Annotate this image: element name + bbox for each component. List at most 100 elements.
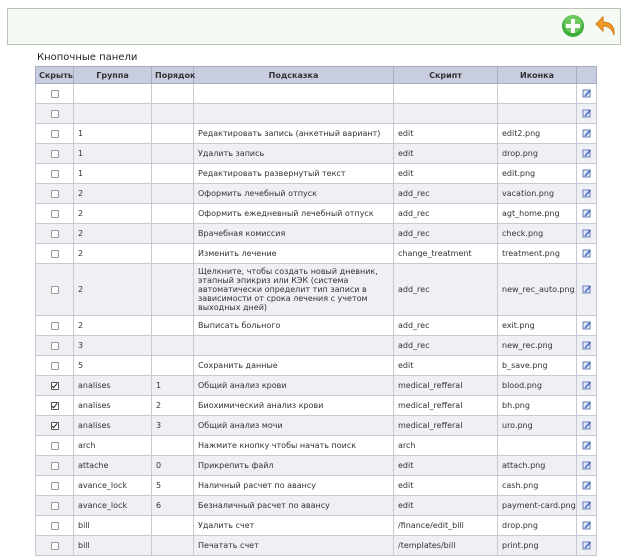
add-button[interactable] xyxy=(561,14,585,38)
hide-checkbox[interactable] xyxy=(50,209,59,218)
cell-icon: blood.png xyxy=(497,375,577,396)
edit-button[interactable] xyxy=(582,249,592,260)
cell-order: 1 xyxy=(151,375,194,396)
edit-button[interactable] xyxy=(582,189,592,200)
table-row xyxy=(35,103,597,124)
hide-checkbox[interactable] xyxy=(50,89,59,98)
cell xyxy=(35,335,74,356)
section-title: Кнопочные панели xyxy=(37,52,138,63)
column-header: Скрипт xyxy=(393,66,498,84)
hide-checkbox[interactable] xyxy=(50,149,59,158)
cell xyxy=(35,83,74,104)
cell-icon xyxy=(497,83,577,104)
edit-button[interactable] xyxy=(582,361,592,372)
cell xyxy=(35,263,74,316)
cell-order xyxy=(151,435,194,456)
cell-hint: Общий анализ крови xyxy=(193,375,394,396)
hide-checkbox[interactable] xyxy=(50,441,59,450)
page: {"header": {"title": "Кнопочные панели"}… xyxy=(0,0,628,420)
cell-hint: Общий анализ мочи xyxy=(193,415,394,436)
edit-button[interactable] xyxy=(582,129,592,140)
cell-script: edit xyxy=(393,475,498,496)
cell-group: 1 xyxy=(73,163,152,184)
hide-checkbox[interactable] xyxy=(50,541,59,550)
edit-button[interactable] xyxy=(582,501,592,512)
edit-button[interactable] xyxy=(582,461,592,472)
edit-button[interactable] xyxy=(582,441,592,452)
hide-checkbox[interactable] xyxy=(50,321,59,330)
hide-checkbox[interactable] xyxy=(50,109,59,118)
cell-script: arch xyxy=(393,435,498,456)
hide-checkbox[interactable] xyxy=(50,461,59,470)
cell-group: 2 xyxy=(73,183,152,204)
cell-icon: new_rec.png xyxy=(497,335,577,356)
hide-checkbox[interactable] xyxy=(50,285,59,294)
cell-hint: Нажмите кнопку чтобы начать поиск xyxy=(193,435,394,456)
cell-script: add_rec xyxy=(393,223,498,244)
edit-button[interactable] xyxy=(582,341,592,352)
cell-order xyxy=(151,183,194,204)
cell-script: /finance/edit_bill xyxy=(393,515,498,536)
edit-button[interactable] xyxy=(582,541,592,552)
edit-button[interactable] xyxy=(582,109,592,120)
hide-checkbox[interactable] xyxy=(50,381,59,390)
column-header: Порядок xyxy=(151,66,195,84)
cell-hint: Сохранить данные xyxy=(193,355,394,376)
cell-group: bill xyxy=(73,515,152,536)
edit-button[interactable] xyxy=(582,421,592,432)
hide-checkbox[interactable] xyxy=(50,189,59,198)
hide-checkbox[interactable] xyxy=(50,129,59,138)
cell xyxy=(576,163,597,184)
cell-hint: Выписать больного xyxy=(193,315,394,336)
cell-script: add_rec xyxy=(393,203,498,224)
table-row: 2 Оформить лечебный отпуск add_rec vacation… xyxy=(35,183,597,204)
cell xyxy=(576,395,597,416)
hide-checkbox[interactable] xyxy=(50,361,59,370)
cell-order xyxy=(151,223,194,244)
cell-order xyxy=(151,143,194,164)
cell-hint: Редактировать развернутый текст xyxy=(193,163,394,184)
cell-group: bill xyxy=(73,535,152,556)
cell-script: edit xyxy=(393,495,498,516)
cell xyxy=(35,163,74,184)
table-row: arch Нажмите кнопку чтобы начать поиск arc… xyxy=(35,435,597,456)
edit-button[interactable] xyxy=(582,209,592,220)
edit-button[interactable] xyxy=(582,89,592,100)
cell-icon: drop.png xyxy=(497,143,577,164)
cell-hint xyxy=(193,103,394,124)
cell xyxy=(576,375,597,396)
edit-button[interactable] xyxy=(582,169,592,180)
back-button[interactable] xyxy=(594,14,618,38)
hide-checkbox[interactable] xyxy=(50,481,59,490)
hide-checkbox[interactable] xyxy=(50,521,59,530)
cell-icon: payment-card.png xyxy=(497,495,577,516)
hide-checkbox[interactable] xyxy=(50,401,59,410)
table-row: 2 Щелкните, чтобы создать новый дневник, … xyxy=(35,263,597,316)
hide-checkbox[interactable] xyxy=(50,341,59,350)
hide-checkbox[interactable] xyxy=(50,169,59,178)
hide-checkbox[interactable] xyxy=(50,229,59,238)
cell-icon: check.png xyxy=(497,223,577,244)
table-row: 2 Изменить лечение change_treatment treatme… xyxy=(35,243,597,264)
hide-checkbox[interactable] xyxy=(50,249,59,258)
edit-button[interactable] xyxy=(582,401,592,412)
cell xyxy=(35,355,74,376)
cell-icon: print.png xyxy=(497,535,577,556)
edit-button[interactable] xyxy=(582,521,592,532)
edit-button[interactable] xyxy=(582,481,592,492)
cell-hint: Оформить лечебный отпуск xyxy=(193,183,394,204)
column-header: Скрыть xyxy=(35,66,74,84)
cell-hint xyxy=(193,83,394,104)
edit-button[interactable] xyxy=(582,229,592,240)
cell-order xyxy=(151,163,194,184)
cell-order: 6 xyxy=(151,495,194,516)
cell-icon: vacation.png xyxy=(497,183,577,204)
hide-checkbox[interactable] xyxy=(50,501,59,510)
cell-group: 2 xyxy=(73,223,152,244)
edit-button[interactable] xyxy=(582,149,592,160)
cell xyxy=(576,515,597,536)
edit-button[interactable] xyxy=(582,285,592,296)
edit-button[interactable] xyxy=(582,381,592,392)
hide-checkbox[interactable] xyxy=(50,421,59,430)
edit-button[interactable] xyxy=(582,321,592,332)
